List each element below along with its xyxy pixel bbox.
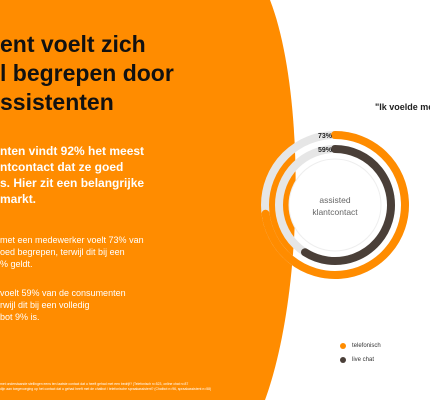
arc-telefonisch [261, 131, 409, 279]
intro-line: s. Hier zit een belangrijke [0, 176, 145, 190]
center-label-line: assisted [319, 195, 350, 205]
legend-item-telefonisch: telefonisch [340, 340, 381, 352]
legend-label-live-chat: live chat [352, 357, 375, 363]
stat-line: bot 9% is. [0, 312, 40, 322]
stat-line: % geldt. [0, 259, 33, 269]
stat-live-chat: voelt 59% van de consumenten rwijl dit b… [0, 287, 180, 323]
center-disc [288, 158, 382, 252]
stat-line: rwijl dit bij een volledig [0, 300, 90, 310]
legend-item-live-chat: live chat [340, 354, 381, 366]
stat-telefonisch: met een medewerker voelt 73% van oed beg… [0, 234, 180, 270]
data-label-live-chat: 59% [318, 147, 333, 154]
stat-line: oed begrepen, terwijl dit bij een [0, 247, 125, 257]
headline-line: ssistenten [0, 89, 114, 115]
stat-line: voelt 59% van de consumenten [0, 288, 126, 298]
center-label-line: klantcontact [312, 207, 358, 217]
footnote-line: met onderstaande stellingen eens ten laa… [0, 382, 189, 386]
legend-swatch-telefonisch [340, 343, 346, 349]
stat-line: met een medewerker voelt 73% van [0, 235, 144, 245]
intro-line: markt. [0, 192, 37, 206]
legend-swatch-live-chat [340, 357, 346, 363]
footnote-line: dijn aan toegevoeging op het contact dat… [0, 387, 212, 391]
headline-line: ent voelt zich [0, 31, 146, 57]
intro-line: ntcontact dat ze goed [0, 160, 124, 174]
chart-legend: telefonisch live chat [340, 340, 381, 368]
headline: ent voelt zich l begrepen door ssistente… [0, 30, 200, 117]
footnotes: met onderstaande stellingen eens ten laa… [0, 382, 270, 392]
data-label-telefonisch: 73% [318, 133, 333, 140]
intro-line: nten vindt 92% het meest [0, 144, 145, 158]
legend-label-telefonisch: telefonisch [352, 343, 381, 349]
headline-line: l begrepen door [0, 60, 174, 86]
intro-paragraph: nten vindt 92% het meest ntcontact dat z… [0, 143, 180, 207]
radial-bar-chart: assisted klantcontact 73% 59% [261, 131, 409, 279]
chart-title: "Ik voelde me [375, 102, 430, 112]
arc-live-chat [300, 145, 395, 265]
